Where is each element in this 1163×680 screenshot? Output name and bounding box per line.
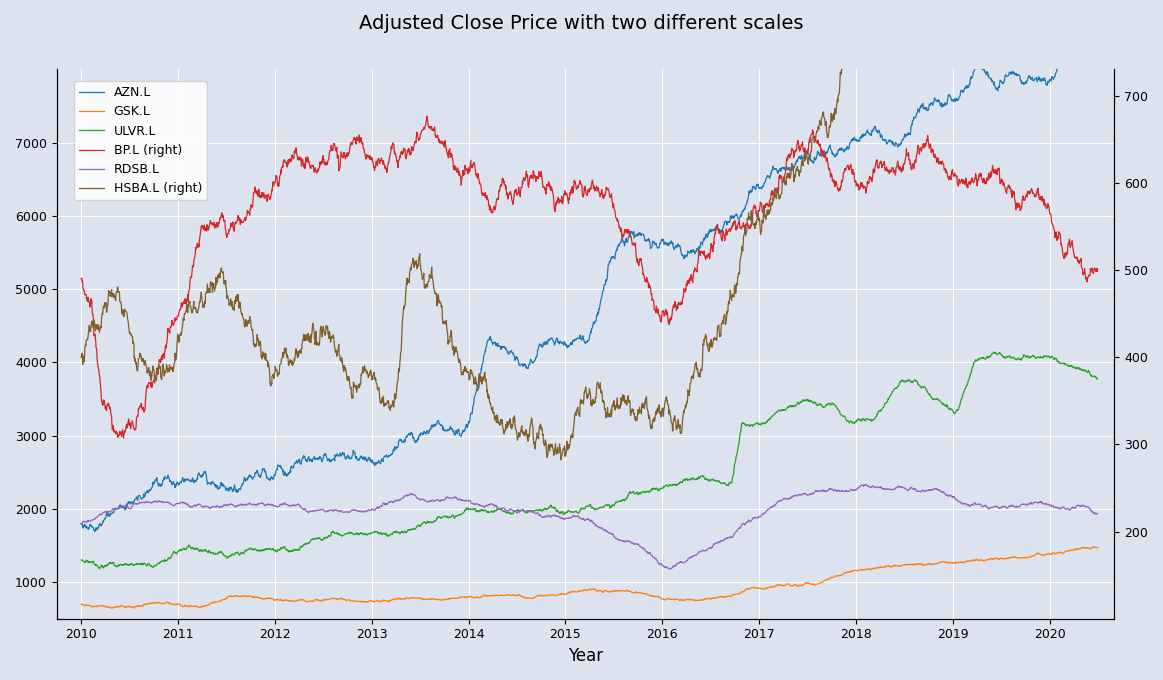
- Line: GSK.L: GSK.L: [81, 547, 1098, 608]
- Line: ULVR.L: ULVR.L: [81, 352, 1098, 568]
- X-axis label: Year: Year: [568, 647, 604, 665]
- Text: Adjusted Close Price with two different scales: Adjusted Close Price with two different …: [359, 14, 804, 33]
- Line: RDSB.L: RDSB.L: [81, 485, 1098, 569]
- Line: BP.L (right): BP.L (right): [81, 116, 1098, 438]
- Line: AZN.L: AZN.L: [81, 39, 1098, 532]
- Line: HSBA.L (right): HSBA.L (right): [81, 0, 1098, 460]
- Legend: AZN.L, GSK.L, ULVR.L, BP.L (right), RDSB.L, HSBA.L (right): AZN.L, GSK.L, ULVR.L, BP.L (right), RDSB…: [73, 81, 207, 201]
